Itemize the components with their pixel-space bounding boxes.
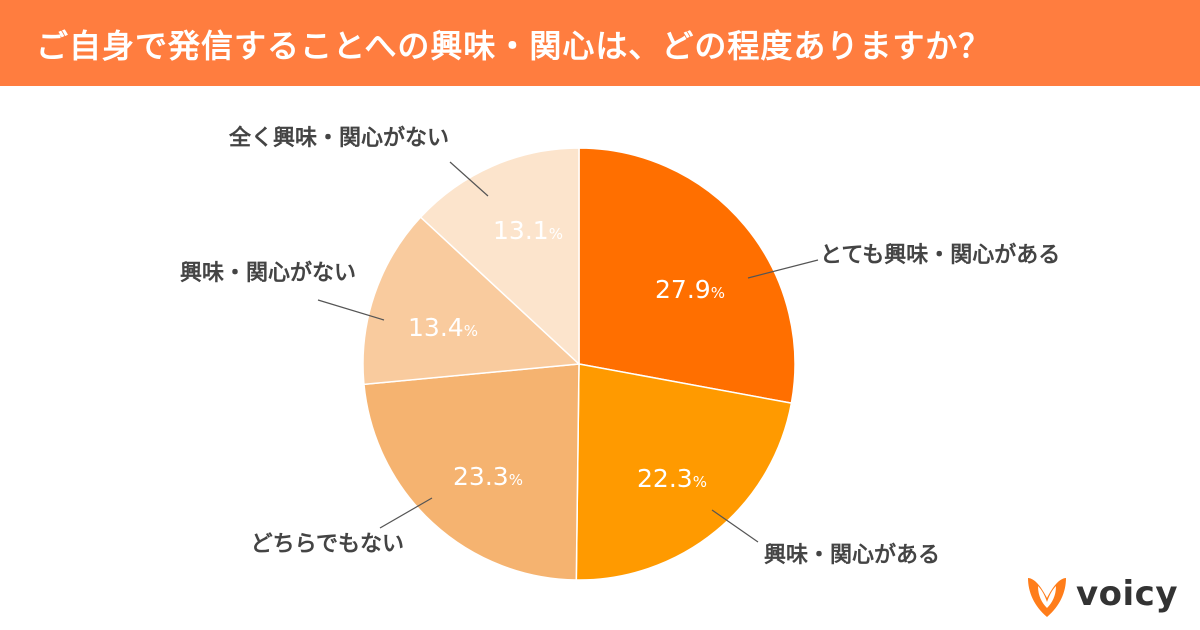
leader-lines	[317, 161, 819, 543]
slice-value-label: 13.4%	[408, 313, 478, 342]
pie-slices	[362, 147, 796, 581]
leader-line	[379, 497, 433, 529]
slice-value-unit: %	[693, 473, 707, 491]
slice-value-unit: %	[509, 471, 523, 489]
slice-value-unit: %	[464, 322, 478, 340]
leader-line	[711, 509, 759, 543]
pie-slice	[575, 363, 793, 581]
slice-value-label: 27.9%	[655, 275, 725, 304]
slice-value-label: 22.3%	[637, 464, 707, 493]
slice-category-label: 興味・関心がある	[764, 542, 940, 568]
value-labels: 27.9%22.3%23.3%13.4%13.1%	[408, 216, 725, 493]
slice-value-unit: %	[711, 284, 725, 302]
voicy-logo: voicy	[1024, 572, 1184, 620]
slice-value-label: 23.3%	[453, 462, 523, 491]
slice-value-number: 13.1	[493, 216, 549, 245]
pie-slice	[419, 147, 580, 366]
pie-slice	[578, 147, 796, 405]
slice-value-number: 23.3	[453, 462, 509, 491]
leader-line	[317, 299, 385, 321]
pie-slice	[362, 216, 581, 386]
voicy-mark-icon	[1028, 578, 1066, 617]
slice-value-unit: %	[549, 225, 563, 243]
leader-line	[449, 161, 489, 197]
slice-category-label: どちらでもない	[251, 532, 404, 557]
slice-value-label: 13.1%	[493, 216, 563, 245]
pie-slice	[363, 363, 580, 581]
leader-line	[747, 259, 819, 279]
slice-category-label: 興味・関心がない	[180, 260, 356, 286]
slice-value-number: 13.4	[408, 313, 464, 342]
slice-value-number: 22.3	[637, 464, 693, 493]
page-title: ご自身で発信することへの興味・関心は、どの程度ありますか？	[36, 27, 992, 65]
header-bar: ご自身で発信することへの興味・関心は、どの程度ありますか？	[0, 0, 1200, 86]
logo-text: voicy	[1076, 574, 1178, 614]
slice-category-label: とても興味・関心がある	[820, 242, 1060, 268]
slice-category-label: 全く興味・関心がない	[228, 125, 449, 151]
slice-value-number: 27.9	[655, 275, 711, 304]
